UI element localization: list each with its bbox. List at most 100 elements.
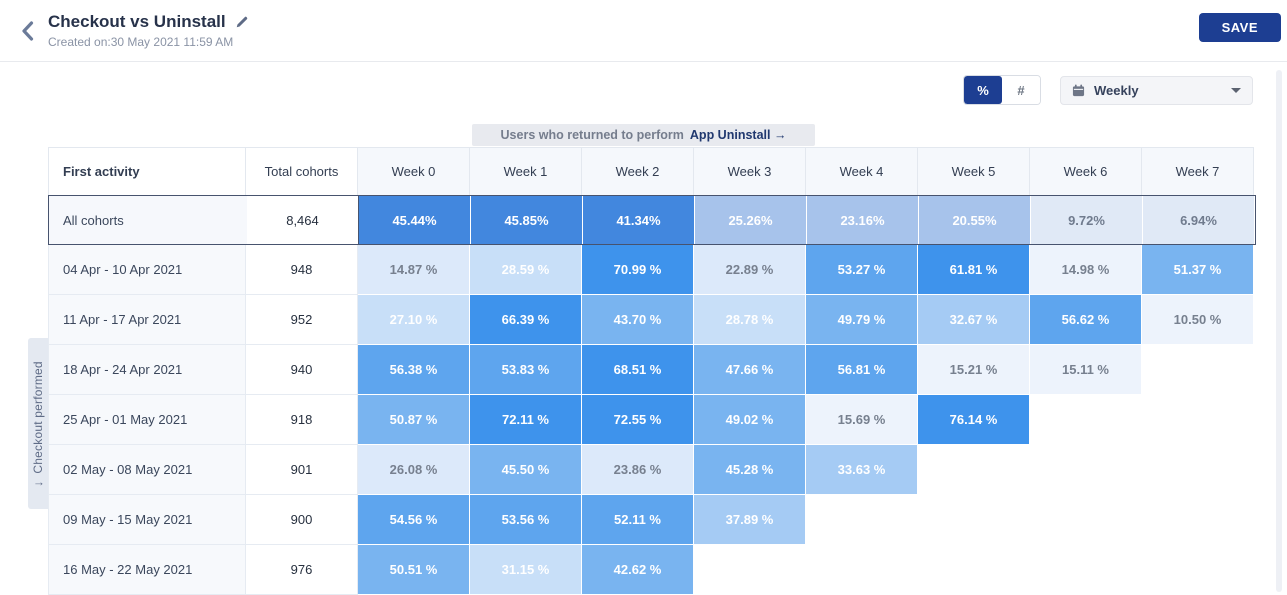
heat-cell[interactable]: 45.44%: [359, 196, 471, 244]
cohort-total: 952: [246, 295, 358, 345]
vertical-scrollbar[interactable]: [1276, 70, 1282, 592]
heat-cell[interactable]: 15.69 %: [806, 395, 918, 445]
heat-cell[interactable]: 72.55 %: [582, 395, 694, 445]
heat-cell[interactable]: 23.86 %: [582, 445, 694, 495]
heat-cell[interactable]: 20.55%: [919, 196, 1031, 244]
heat-cell[interactable]: 14.87 %: [358, 245, 470, 295]
heat-cell[interactable]: 53.56 %: [470, 495, 582, 545]
cohort-row: 16 May - 22 May 2021 976 50.51 % 31.15 % 42.…: [48, 545, 1256, 595]
heat-cell[interactable]: 15.11 %: [1030, 345, 1142, 395]
back-button[interactable]: [14, 14, 40, 48]
heat-cell[interactable]: 25.26%: [695, 196, 807, 244]
cohort-label: 09 May - 15 May 2021: [48, 495, 246, 545]
heat-cell[interactable]: 37.89 %: [694, 495, 806, 545]
cohort-row: 25 Apr - 01 May 2021 918 50.87 % 72.11 % 72.…: [48, 395, 1256, 445]
heat-cell[interactable]: 56.62 %: [1030, 295, 1142, 345]
week-header-7: Week 7: [1142, 147, 1254, 195]
heat-cell[interactable]: 50.51 %: [358, 545, 470, 595]
heat-cell[interactable]: 50.87 %: [358, 395, 470, 445]
banner-prefix: Users who returned to perform: [500, 128, 684, 142]
heat-cell[interactable]: 51.37 %: [1142, 245, 1254, 295]
heat-cell[interactable]: 26.08 %: [358, 445, 470, 495]
heat-cell[interactable]: 68.51 %: [582, 345, 694, 395]
empty-cell: [1030, 545, 1142, 595]
heat-cell[interactable]: 49.02 %: [694, 395, 806, 445]
cohort-total: 8,464: [247, 196, 359, 244]
week-header-1: Week 1: [470, 147, 582, 195]
cohort-label: 02 May - 08 May 2021: [48, 445, 246, 495]
heat-cell[interactable]: 10.50 %: [1142, 295, 1254, 345]
heat-cell[interactable]: 72.11 %: [470, 395, 582, 445]
cohort-row: 18 Apr - 24 Apr 2021 940 56.38 % 53.83 % 68.…: [48, 345, 1256, 395]
heat-cell[interactable]: 22.89 %: [694, 245, 806, 295]
left-axis-text: Checkout performed: [31, 360, 45, 474]
empty-cell: [1142, 395, 1254, 445]
cohort-total: 940: [246, 345, 358, 395]
cohort-total: 901: [246, 445, 358, 495]
cohort-row: 11 Apr - 17 Apr 2021 952 27.10 % 66.39 % 43.…: [48, 295, 1256, 345]
empty-cell: [1142, 545, 1254, 595]
cohort-row: 04 Apr - 10 Apr 2021 948 14.87 % 28.59 % 70.…: [48, 245, 1256, 295]
header-total-cohorts: Total cohorts: [246, 147, 358, 195]
calendar-icon: [1072, 84, 1085, 97]
heat-cell[interactable]: 45.28 %: [694, 445, 806, 495]
arrow-down-icon: ↓: [31, 480, 45, 487]
heat-cell[interactable]: 23.16%: [807, 196, 919, 244]
count-toggle[interactable]: #: [1002, 76, 1040, 104]
return-event-banner: Users who returned to perform App Uninst…: [472, 124, 815, 146]
title-box: Checkout vs Uninstall Created on:30 May …: [48, 12, 249, 49]
heat-cell[interactable]: 49.79 %: [806, 295, 918, 345]
cohort-label: All cohorts: [49, 196, 247, 244]
heat-cell[interactable]: 9.72%: [1031, 196, 1143, 244]
heat-cell[interactable]: 70.99 %: [582, 245, 694, 295]
empty-cell: [1142, 345, 1254, 395]
heat-cell[interactable]: 43.70 %: [582, 295, 694, 345]
heat-cell[interactable]: 54.56 %: [358, 495, 470, 545]
cohort-row: 02 May - 08 May 2021 901 26.08 % 45.50 % 23.…: [48, 445, 1256, 495]
cohort-table: First activity Total cohorts Week 0 Week …: [48, 147, 1256, 595]
heat-cell[interactable]: 28.78 %: [694, 295, 806, 345]
heat-cell[interactable]: 41.34%: [583, 196, 695, 244]
all-cohorts-row: All cohorts 8,464 45.44% 45.85% 41.34% 25.26%…: [49, 196, 1255, 244]
empty-cell: [806, 495, 918, 545]
heat-cell[interactable]: 76.14 %: [918, 395, 1030, 445]
heat-cell[interactable]: 66.39 %: [470, 295, 582, 345]
heat-cell[interactable]: 14.98 %: [1030, 245, 1142, 295]
empty-cell: [806, 545, 918, 595]
heat-cell[interactable]: 32.67 %: [918, 295, 1030, 345]
save-button[interactable]: SAVE: [1198, 13, 1281, 42]
cohort-total: 918: [246, 395, 358, 445]
all-cohorts-row-wrap: All cohorts 8,464 45.44% 45.85% 41.34% 25.26%…: [48, 195, 1256, 245]
heat-cell[interactable]: 45.50 %: [470, 445, 582, 495]
empty-cell: [1030, 445, 1142, 495]
heat-cell[interactable]: 61.81 %: [918, 245, 1030, 295]
empty-cell: [1142, 445, 1254, 495]
heat-cell[interactable]: 56.38 %: [358, 345, 470, 395]
heat-cell[interactable]: 27.10 %: [358, 295, 470, 345]
heat-cell[interactable]: 6.94%: [1143, 196, 1255, 244]
heat-cell[interactable]: 42.62 %: [582, 545, 694, 595]
cohort-label: 11 Apr - 17 Apr 2021: [48, 295, 246, 345]
empty-cell: [918, 495, 1030, 545]
week-header-3: Week 3: [694, 147, 806, 195]
created-timestamp: Created on:30 May 2021 11:59 AM: [48, 35, 234, 49]
top-bar: Checkout vs Uninstall Created on:30 May …: [0, 0, 1287, 62]
heat-cell[interactable]: 45.85%: [471, 196, 583, 244]
heat-cell[interactable]: 52.11 %: [582, 495, 694, 545]
heat-cell[interactable]: 53.27 %: [806, 245, 918, 295]
empty-cell: [1142, 495, 1254, 545]
heat-cell[interactable]: 33.63 %: [806, 445, 918, 495]
heat-cell[interactable]: 31.15 %: [470, 545, 582, 595]
granularity-select[interactable]: Weekly: [1060, 76, 1253, 105]
week-header-0: Week 0: [358, 147, 470, 195]
cohort-label: 16 May - 22 May 2021: [48, 545, 246, 595]
edit-pencil-icon[interactable]: [235, 15, 249, 29]
heat-cell[interactable]: 53.83 %: [470, 345, 582, 395]
heat-cell[interactable]: 15.21 %: [918, 345, 1030, 395]
banner-event-link[interactable]: App Uninstall →: [689, 128, 787, 142]
empty-cell: [918, 545, 1030, 595]
percent-toggle[interactable]: %: [964, 76, 1002, 104]
heat-cell[interactable]: 56.81 %: [806, 345, 918, 395]
heat-cell[interactable]: 47.66 %: [694, 345, 806, 395]
heat-cell[interactable]: 28.59 %: [470, 245, 582, 295]
